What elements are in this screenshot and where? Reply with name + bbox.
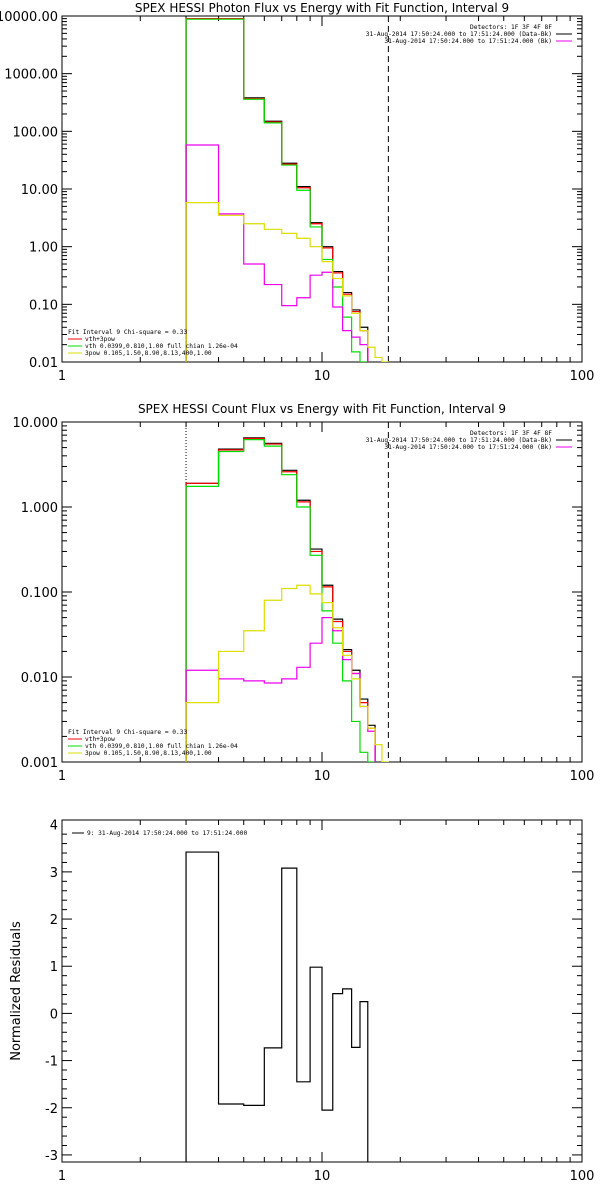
plot-body <box>185 422 389 762</box>
series-line <box>185 18 369 362</box>
x-tick-label: 10 <box>314 769 331 784</box>
y-tick-label: 100.00 <box>13 125 59 140</box>
x-tick-label: 1 <box>58 1169 66 1184</box>
header-text: Detectors: 1F 3F 4F 8F <box>470 430 552 437</box>
y-tick-label: 4 <box>50 819 58 834</box>
chart-title: SPEX HESSI Count Flux vs Energy with Fit… <box>138 402 506 416</box>
series-line <box>185 584 389 762</box>
chart-title: SPEX HESSI Photon Flux vs Energy with Fi… <box>135 1 509 15</box>
y-tick-label: -1 <box>45 1055 58 1070</box>
x-tick-label: 1 <box>58 769 66 784</box>
series-line <box>185 437 376 762</box>
legend-entry: vth+3pow <box>85 736 115 743</box>
y-tick-label: 0 <box>50 1007 58 1022</box>
x-tick-label: 100 <box>570 769 595 784</box>
plot-frame <box>61 15 583 363</box>
x-tick-label: 10 <box>314 1169 331 1184</box>
y-tick-label: 0.001 <box>21 756 58 771</box>
legend-entry: vth 0.0399,0.810,1.00 full chian 1.26e-0… <box>85 343 238 350</box>
y-tick-label: 2 <box>50 913 58 928</box>
plot-body <box>185 16 389 362</box>
chart-panel-photon: SPEX HESSI Photon Flux vs Energy with Fi… <box>0 1 594 384</box>
plot-body <box>185 851 369 1162</box>
y-axis-label: Normalized Residuals <box>9 921 24 1061</box>
x-tick-label: 100 <box>570 1169 595 1184</box>
series-line <box>185 144 369 362</box>
header-text: 31-Aug-2014 17:50:24.000 to 17:51:24.000… <box>366 31 552 38</box>
y-tick-label: 0.01 <box>29 356 58 371</box>
series-line <box>185 18 369 362</box>
header-text: Detectors: 1F 3F 4F 8F <box>470 24 552 31</box>
y-tick-label: 1.000 <box>21 501 58 516</box>
y-tick-label: 0.10 <box>29 298 58 313</box>
series-line <box>185 18 369 362</box>
y-tick-label: 0.100 <box>21 586 58 601</box>
legend-entry: 9: 31-Aug-2014 17:50:24.000 to 17:51:24.… <box>87 830 247 837</box>
header-text: 31-Aug-2014 17:50:24.000 to 17:51:24.000… <box>384 444 552 451</box>
y-tick-label: 1 <box>50 960 58 975</box>
legend-entry: 3pow 0.105,1.50,8.90,8.13,400,1.00 <box>85 750 212 757</box>
x-tick-label: 1 <box>58 369 66 384</box>
legend-entry: vth+3pow <box>85 336 115 343</box>
y-tick-label: 3 <box>50 866 58 881</box>
y-tick-label: 10.000 <box>13 416 59 431</box>
header-text: 31-Aug-2014 17:50:24.000 to 17:51:24.000… <box>366 437 552 444</box>
y-tick-label: 0.010 <box>21 671 58 686</box>
x-tick-label: 10 <box>314 369 331 384</box>
x-tick-label: 100 <box>570 369 595 384</box>
y-tick-label: 1.00 <box>29 241 58 256</box>
y-tick-label: 10.00 <box>21 183 58 198</box>
series-line <box>185 851 369 1162</box>
y-tick-label: -2 <box>45 1102 58 1117</box>
y-tick-label: -3 <box>45 1149 58 1164</box>
header-text: 31-Aug-2014 17:50:24.000 to 17:51:24.000… <box>384 38 552 45</box>
legend-entry: 3pow 0.105,1.50,8.90,8.13,400,1.00 <box>85 350 212 357</box>
legend-entry: vth 0.0399,0.810,1.00 full chian 1.26e-0… <box>85 743 238 750</box>
series-line <box>185 439 376 762</box>
series-line <box>185 202 389 362</box>
legend-title: Fit Interval 9 Chi-square = 0.33 <box>68 329 187 336</box>
y-tick-label: 1000.00 <box>4 68 58 83</box>
y-tick-label: 10000.00 <box>0 10 58 25</box>
chart-panel-count: SPEX HESSI Count Flux vs Energy with Fit… <box>13 402 595 784</box>
legend-title: Fit Interval 9 Chi-square = 0.33 <box>68 729 187 736</box>
